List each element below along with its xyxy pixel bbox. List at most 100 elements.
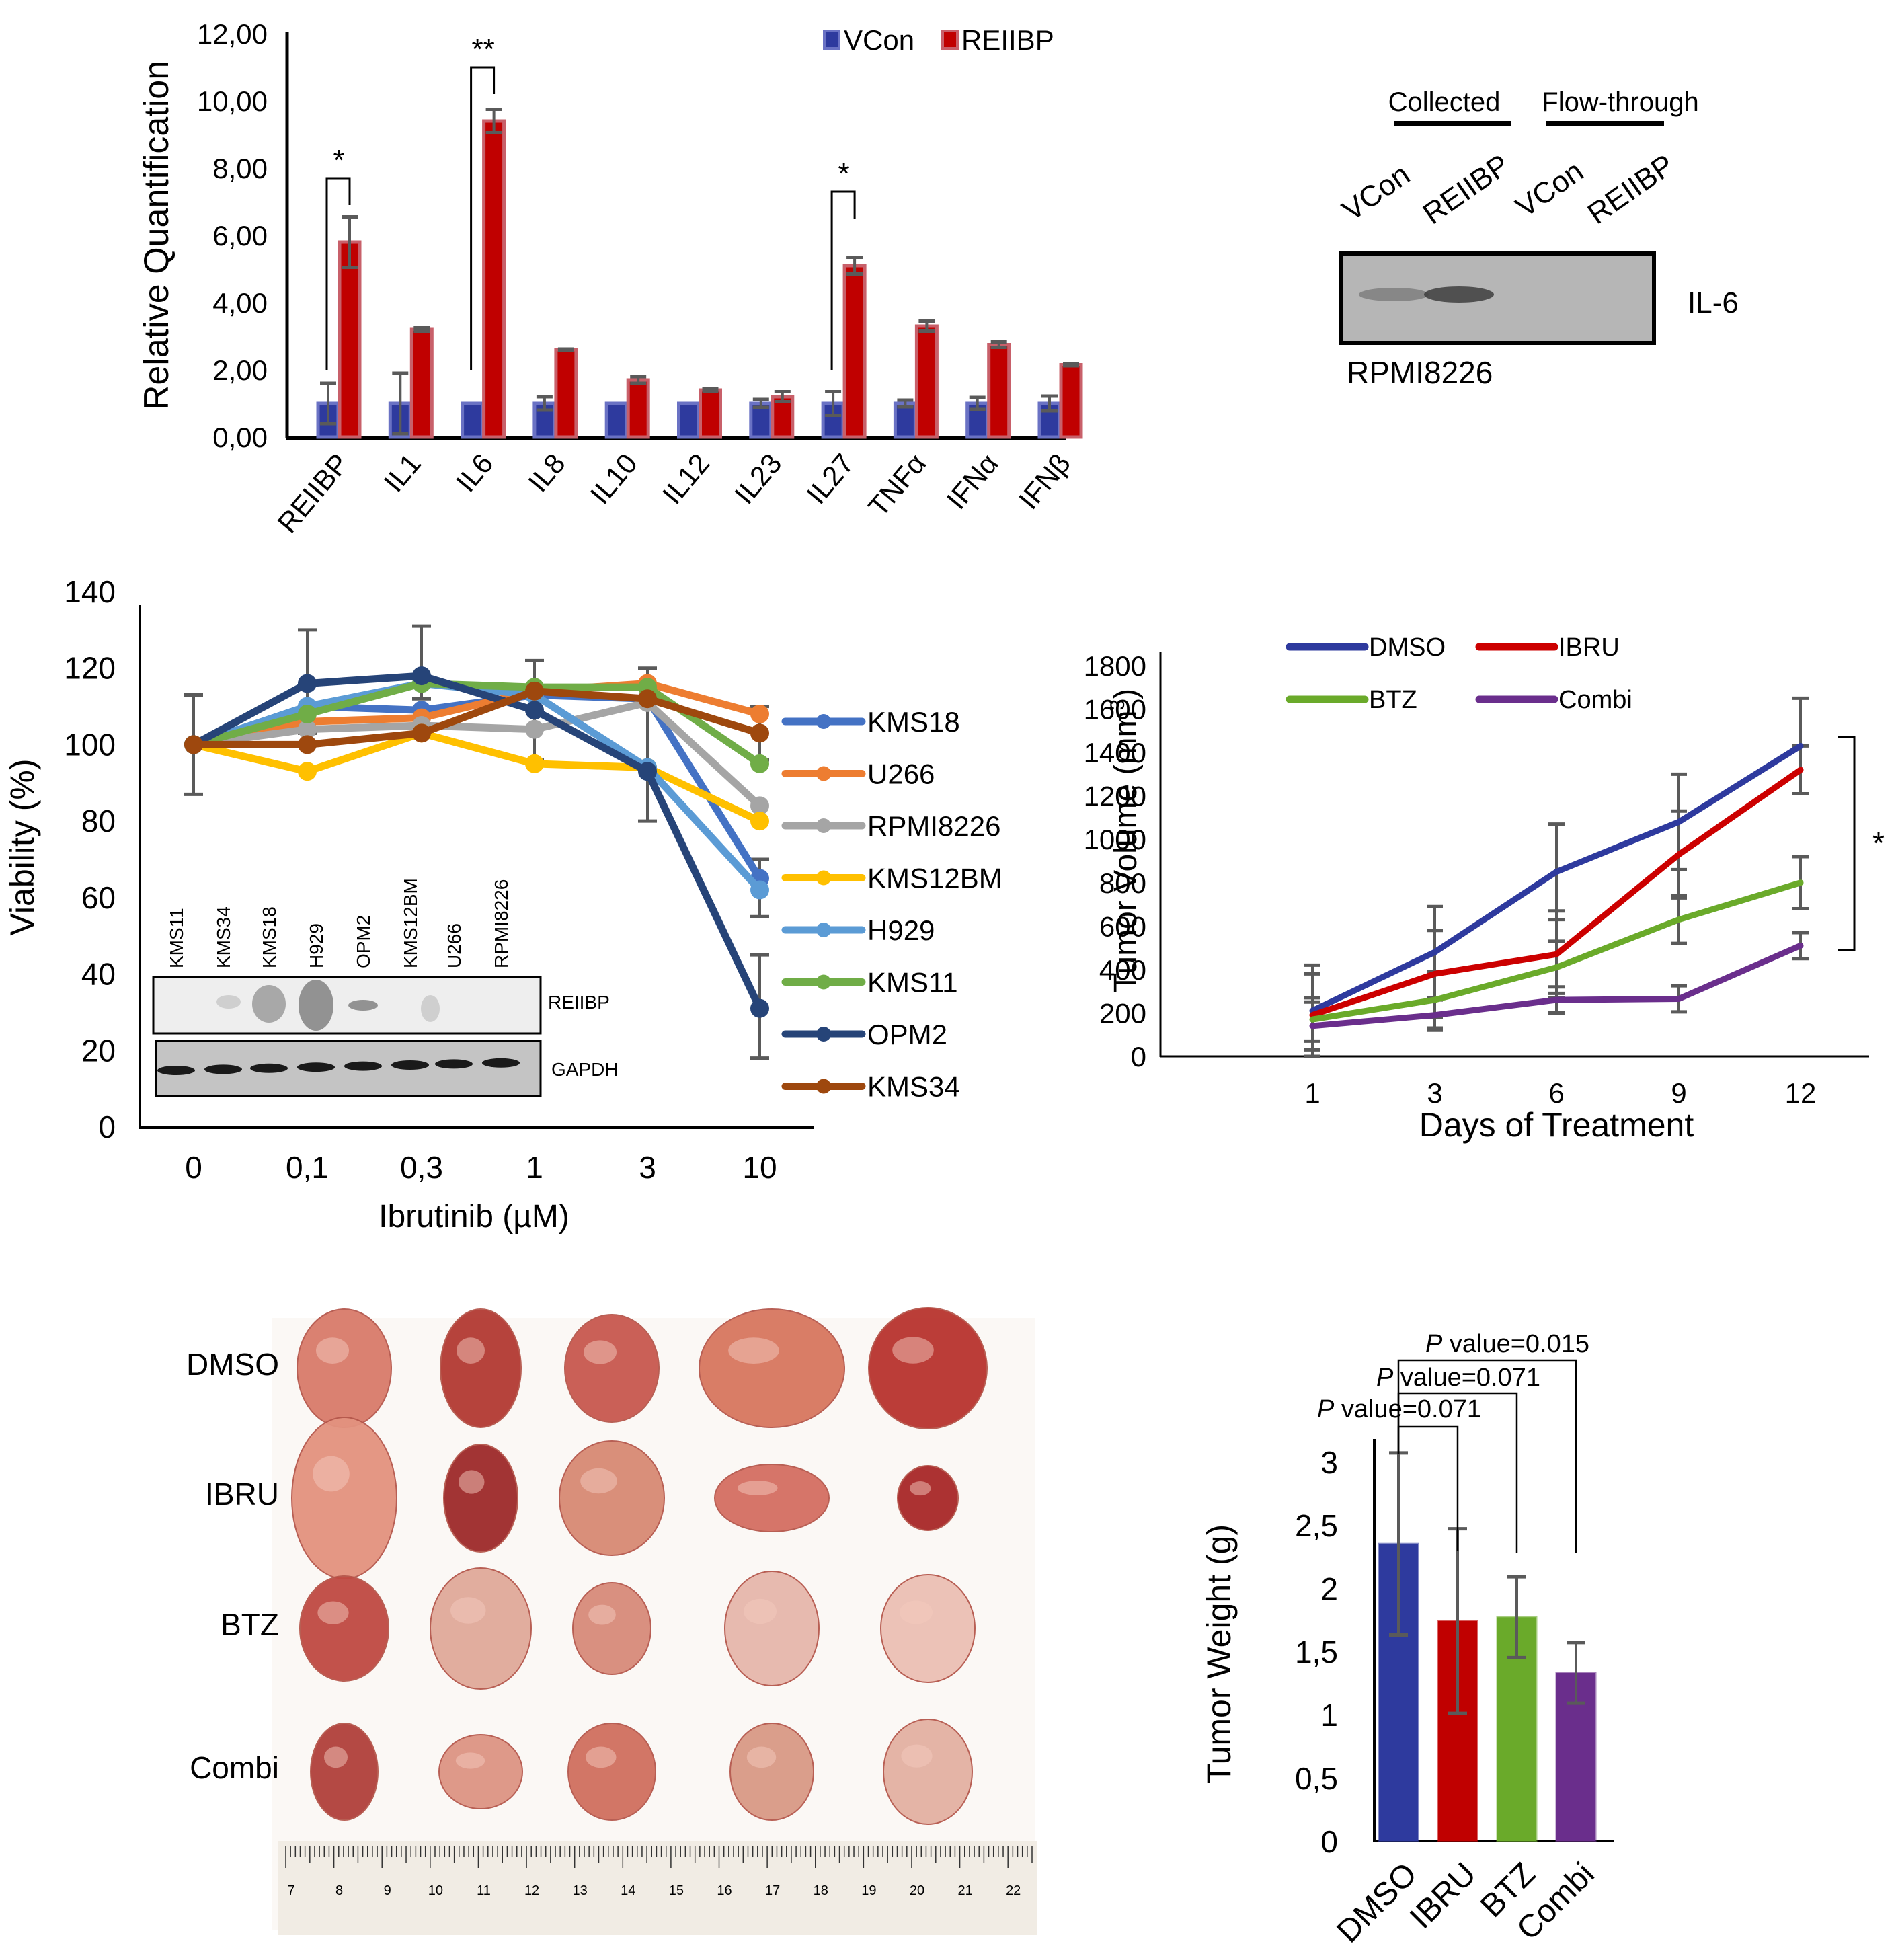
data-point-opm2 (638, 762, 657, 781)
legend-marker-opm2 (816, 1027, 831, 1042)
tumor-highlight (746, 1746, 777, 1768)
tumor-highlight (588, 1604, 616, 1625)
tumor-highlight (744, 1598, 777, 1624)
inset-band (216, 995, 241, 1009)
panel-a-ylabel: Relative Quantification (137, 61, 176, 410)
lane-label: VCon (1510, 155, 1589, 224)
series-line-combi (1309, 942, 1804, 1029)
tumor-combi (567, 1723, 656, 1821)
ytick-label: 1000 (1084, 824, 1146, 855)
legend-marker-kms34 (816, 1079, 831, 1094)
inset-row-label-gapdh: GAPDH (551, 1059, 619, 1080)
ytick-label: 0 (98, 1109, 116, 1144)
legend-label: KMS34 (867, 1071, 960, 1103)
tumor-combi (438, 1734, 523, 1809)
tumor-highlight (459, 1470, 485, 1494)
tumor-ibru (559, 1440, 665, 1556)
x-tick-label: 9 (1671, 1077, 1686, 1109)
ytick-label: 200 (1099, 997, 1146, 1029)
gapdh-band (435, 1059, 473, 1069)
significance-star: * (333, 144, 344, 177)
tumor-highlight (316, 1337, 349, 1364)
inset-band (299, 980, 333, 1031)
tumor-highlight (584, 1340, 617, 1364)
p-value-text: value=0.071 (1393, 1364, 1540, 1392)
data-point-opm2 (750, 998, 769, 1018)
x-tick-label: IFNα (940, 448, 1004, 516)
tumor-ibru (291, 1417, 397, 1579)
ytick-label: 2,00 (212, 354, 268, 386)
ruler-label: 12 (524, 1883, 539, 1898)
data-point-opm2 (525, 701, 544, 720)
bar-reiibp (626, 378, 650, 439)
x-tick-label: IL6 (450, 448, 500, 498)
x-tick-label: 0,1 (286, 1150, 329, 1185)
ytick-label: 140 (64, 574, 116, 609)
lane-label: VCon (1337, 158, 1416, 227)
tumor-highlight (738, 1481, 778, 1495)
tumor-combi (310, 1723, 379, 1821)
gapdh-band (344, 1061, 382, 1071)
ruler-label: 9 (384, 1883, 391, 1898)
ruler-label: 7 (287, 1883, 294, 1898)
band-vcon-collected (1359, 288, 1429, 301)
bar-reiibp (338, 240, 362, 439)
row-label-dmso: DMSO (186, 1347, 279, 1382)
p-value-label: P value=0.071 (1317, 1395, 1481, 1423)
x-tick-label: DMSO (1330, 1856, 1423, 1949)
x-tick-label: 1 (1304, 1077, 1320, 1109)
p-value-label: P value=0.071 (1376, 1364, 1540, 1392)
ytick-label: 4,00 (212, 287, 268, 319)
panel-a-legend: VCon REIIBP (823, 24, 1054, 56)
series-line-btz (1309, 879, 1804, 1023)
bar-vcon (677, 401, 701, 439)
legend-marker-u266 (816, 766, 831, 781)
tumor-dmso (297, 1308, 392, 1428)
x-tick-label: TNFα (862, 448, 932, 522)
panel-d-tumor-volume-chart: Tumor Volume (mm3) 020040060080010001200… (1084, 633, 1885, 1144)
significance-star: ** (471, 33, 494, 66)
series-line-ibru (1309, 767, 1804, 1019)
gapdh-band (482, 1058, 520, 1068)
panel-b-il6-western-blot: Collected Flow-through VCon REIIBP VCon … (1337, 87, 1739, 390)
ytick-label: 1200 (1084, 781, 1146, 812)
tumor-highlight (457, 1337, 485, 1364)
p-value-bracket (1397, 1425, 1459, 1551)
tumor-highlight (580, 1468, 617, 1494)
panel-a-relative-quantification-chart: Relative Quantification 0,00 2,00 4,00 6,00… (137, 18, 1083, 539)
ytick-label: 40 (81, 957, 116, 992)
x-tick-label: 12 (1785, 1077, 1817, 1109)
inset-blot-reiibp (152, 976, 542, 1035)
data-point-kms11 (750, 754, 769, 773)
tumor-highlight (450, 1597, 486, 1624)
p-value-label: P value=0.015 (1425, 1330, 1589, 1358)
x-tick-label: IL23 (728, 448, 788, 510)
panel-f-tumor-weight-chart: Tumor Weight (g) 00,511,522,53 DMSOIBRUB… (1200, 1330, 1614, 1950)
band-label-il6: IL-6 (1688, 286, 1739, 319)
gapdh-band (157, 1066, 195, 1075)
x-tick-label: REIIBP (271, 448, 355, 539)
data-point-kms11 (298, 704, 317, 723)
data-point-kms34 (525, 681, 544, 701)
band-reiibp-collected (1424, 286, 1494, 303)
inset-lane-label: U266 (444, 923, 465, 968)
lane-label: REIIBP (1417, 148, 1515, 231)
p-symbol: P (1376, 1364, 1394, 1392)
tumor-highlight (910, 1481, 931, 1496)
ylabel-close: ) (1108, 689, 1144, 699)
tumor-highlight (900, 1600, 933, 1624)
tumor-dmso (440, 1308, 522, 1428)
data-point-kms34 (638, 689, 657, 709)
ytick-label: 0 (1320, 1824, 1338, 1859)
legend-marker-kms11 (816, 974, 831, 990)
ytick-label: 60 (81, 880, 116, 915)
tumor-highlight (892, 1337, 934, 1364)
tumor-ibru (714, 1464, 830, 1532)
ylabel-main: Tumor Volume (mm (1108, 711, 1144, 993)
legend-swatch-reiibp (941, 30, 959, 50)
ytick-label: 0 (1131, 1041, 1146, 1072)
lane-label: REIIBP (1582, 148, 1680, 231)
ytick-label: 20 (81, 1033, 116, 1068)
tumor-dmso (868, 1307, 988, 1429)
panel-d-xlabel: Days of Treatment (1419, 1106, 1694, 1144)
